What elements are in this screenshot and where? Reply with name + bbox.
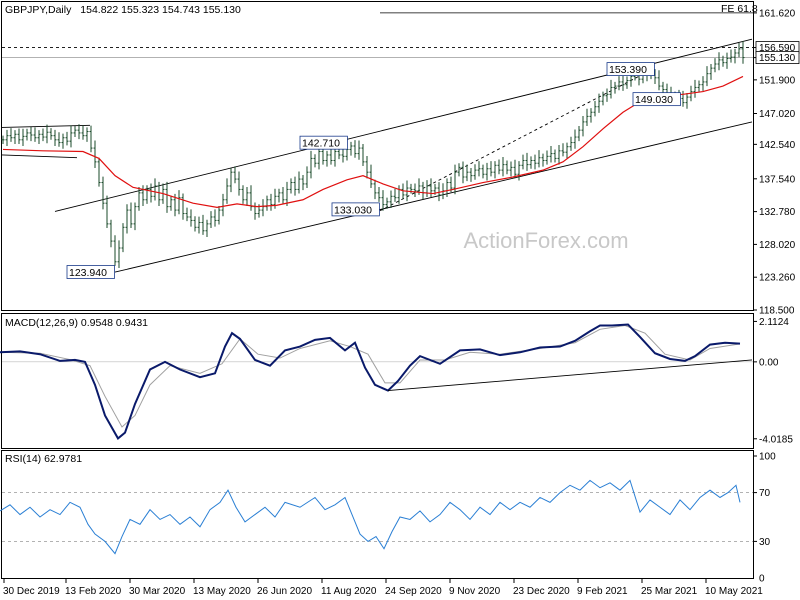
price-y-tick-label: 161.620 (759, 8, 796, 19)
price-panel-frame (1, 1, 754, 311)
price-trendline (114, 121, 753, 273)
x-tick-label: 26 Jun 2020 (257, 586, 312, 597)
x-tick-label: 10 May 2021 (705, 586, 763, 597)
fe-label: FE 61.8 (721, 3, 758, 15)
x-tick-label: 9 Nov 2020 (449, 586, 501, 597)
price-y-tick-box (755, 51, 800, 65)
price-annotation: 123.940 (69, 267, 107, 279)
macd-chart (0, 323, 753, 440)
macd-y-tick-label: 0.00 (759, 357, 779, 368)
price-y-tick-label: 155.130 (759, 53, 796, 64)
price-chart: 123.940 142.710 133.030 153.390 149.030 FE 61… (1, 3, 758, 279)
x-tick-label: 13 Feb 2020 (65, 586, 122, 597)
price-y-tick-label: 118.500 (759, 306, 795, 317)
rsi-y-tick-label: 0 (759, 574, 765, 585)
rsi-y-tick-label: 100 (759, 452, 776, 463)
price-annotation-box (632, 92, 681, 107)
price-annotation: 153.390 (609, 64, 647, 76)
rsi-line (0, 479, 741, 555)
price-y-tick-label: 147.020 (759, 109, 796, 120)
x-tick-label: 23 Dec 2020 (513, 586, 570, 597)
rsi-chart (0, 479, 753, 555)
price-y-tick-label: 156.590 (759, 43, 796, 54)
macd-panel-frame (1, 313, 754, 449)
price-annotation-box (331, 202, 380, 217)
rsi-y-tick-label: 30 (759, 537, 771, 548)
price-symbol-label: GBPJPY,Daily (5, 4, 72, 16)
x-tick-label: 11 Aug 2020 (321, 586, 377, 597)
price-y-tick-label: 123.260 (759, 273, 796, 284)
price-annotation-box (606, 62, 655, 76)
price-trendline (379, 71, 649, 212)
x-tick-label: 30 Mar 2020 (129, 586, 186, 597)
x-tick-label: 30 Dec 2019 (3, 586, 60, 597)
x-tick-label: 13 May 2020 (193, 586, 251, 597)
price-annotation: 142.710 (302, 138, 340, 150)
price-title: GBPJPY,Daily 154.822 155.323 154.743 155… (5, 4, 241, 16)
price-y-tick-label: 142.540 (759, 140, 796, 151)
macd-title: MACD(12,26,9) 0.9548 0.9431 (5, 317, 148, 329)
rsi-panel-frame (1, 450, 754, 579)
rsi-y-tick-label: 70 (759, 488, 771, 499)
price-y-tick-label: 128.020 (759, 240, 796, 251)
price-y-tick-label: 137.540 (759, 174, 796, 185)
price-annotation-box (66, 265, 115, 279)
watermark: ActionForex.com (463, 228, 628, 253)
macd-y-tick-label: 2.1124 (759, 317, 789, 328)
x-tick-label: 9 Feb 2021 (577, 586, 628, 597)
macd-trendline (387, 359, 753, 392)
price-annotation: 149.030 (635, 94, 673, 106)
price-annotation-box (299, 135, 348, 150)
rsi-title: RSI(14) 62.9781 (5, 453, 82, 465)
price-trendline (1, 154, 78, 159)
price-y-tick-label: 132.780 (759, 207, 796, 218)
price-trendline (1, 124, 91, 128)
price-ohlc-label: 154.822 155.323 154.743 155.130 (80, 4, 241, 16)
price-y-tick-label: 151.900 (759, 75, 796, 86)
price-annotation: 133.030 (334, 204, 372, 216)
macd-y-tick-label: -4.0185 (759, 434, 793, 445)
x-tick-label: 25 Mar 2021 (641, 586, 698, 597)
x-tick-label: 24 Sep 2020 (385, 586, 442, 597)
macd-line (0, 323, 741, 440)
